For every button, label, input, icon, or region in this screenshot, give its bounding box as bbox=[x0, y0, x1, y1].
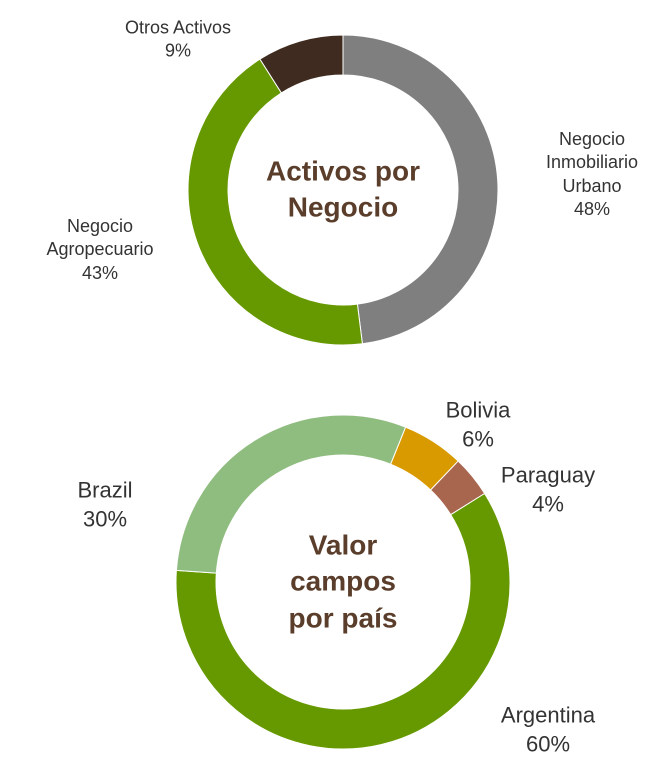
donut-slice bbox=[187, 58, 363, 346]
category-label: Negocio Agropecuario bbox=[46, 215, 154, 260]
donut-slice bbox=[259, 34, 344, 94]
category-label: Bolivia bbox=[445, 397, 511, 423]
donut-slice bbox=[342, 34, 499, 345]
category-label: Brazil bbox=[77, 477, 133, 503]
value-label: 48% bbox=[573, 199, 611, 220]
chart-title: Valor campos por país bbox=[288, 529, 398, 634]
slice-label: Brazil 30% bbox=[45, 476, 165, 533]
slice-label: Otros Activos 9% bbox=[93, 17, 263, 64]
value-label: 9% bbox=[164, 41, 191, 61]
value-label: 30% bbox=[82, 506, 128, 531]
category-label: Argentina bbox=[500, 702, 596, 728]
value-label: 4% bbox=[532, 491, 564, 516]
category-label: Negocio Inmobiliario Urbano bbox=[545, 129, 639, 196]
value-label: 6% bbox=[462, 426, 494, 451]
slice-label: Negocio Agropecuario 43% bbox=[33, 215, 168, 285]
slice-label: Paraguay 4% bbox=[478, 461, 618, 518]
chart-title: Activos por Negocio bbox=[265, 155, 421, 223]
value-label: 60% bbox=[525, 731, 571, 756]
donut-slice bbox=[175, 492, 511, 750]
slice-label: Bolivia 6% bbox=[418, 396, 538, 453]
slice-label: Negocio Inmobiliario Urbano 48% bbox=[535, 128, 650, 222]
category-label: Paraguay bbox=[500, 462, 596, 488]
donut-slice bbox=[175, 414, 407, 574]
category-label: Otros Activos bbox=[124, 17, 232, 38]
value-label: 43% bbox=[81, 262, 119, 283]
slice-label: Argentina 60% bbox=[478, 701, 618, 758]
